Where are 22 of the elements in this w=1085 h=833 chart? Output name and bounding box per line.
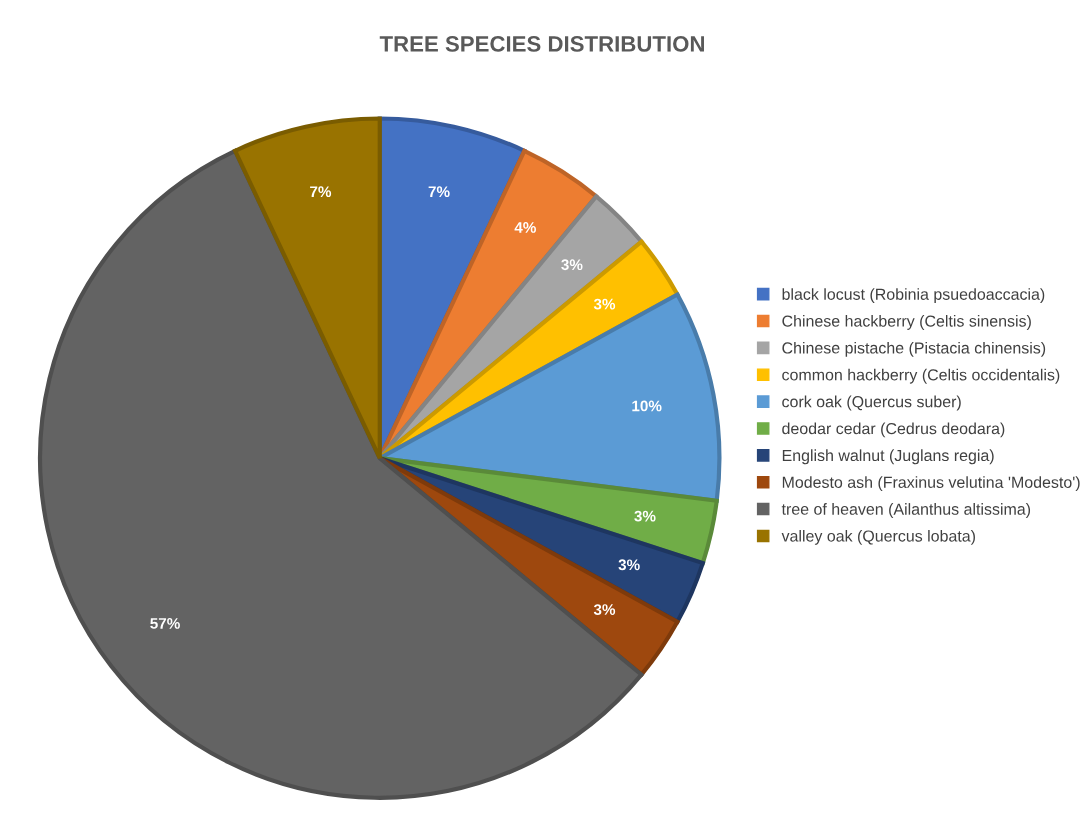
legend-label: valley oak (Quercus lobata) <box>781 529 975 545</box>
data-label: 7% <box>428 186 450 198</box>
data-label: 3% <box>634 510 656 522</box>
data-label: 7% <box>310 186 332 198</box>
legend-label: Chinese pistache (Pistacia chinensis) <box>782 341 1046 357</box>
data-label: 3% <box>618 559 640 571</box>
data-label: 4% <box>514 222 536 233</box>
data-label: 3% <box>593 298 616 310</box>
legend-label: common hackberry (Celtis occidentalis) <box>782 368 1060 384</box>
pie-slice <box>233 116 382 461</box>
legend-label: English walnut (Juglans regia) <box>782 449 994 465</box>
legend-label: Chinese hackberry (Celtis sinensis) <box>782 315 1031 330</box>
legend-label: tree of heaven (Ailanthus altissima) <box>781 503 1031 518</box>
legend-label: Modesto ash (Fraxinus velutina 'Modesto') <box>782 476 1080 492</box>
data-label: 10% <box>632 400 662 412</box>
data-label: 3% <box>593 604 616 616</box>
legend-label: black locust (Robinia psuedoaccacia) <box>782 288 1045 304</box>
chart-title: TREE SPECIES DISTRIBUTION <box>379 36 704 52</box>
legend-label: deodar cedar (Cedrus deodara) <box>782 422 1005 438</box>
data-label: 3% <box>561 259 583 271</box>
legend-label: cork oak (Quercus suber) <box>782 395 961 411</box>
data-label: 57% <box>150 618 180 629</box>
